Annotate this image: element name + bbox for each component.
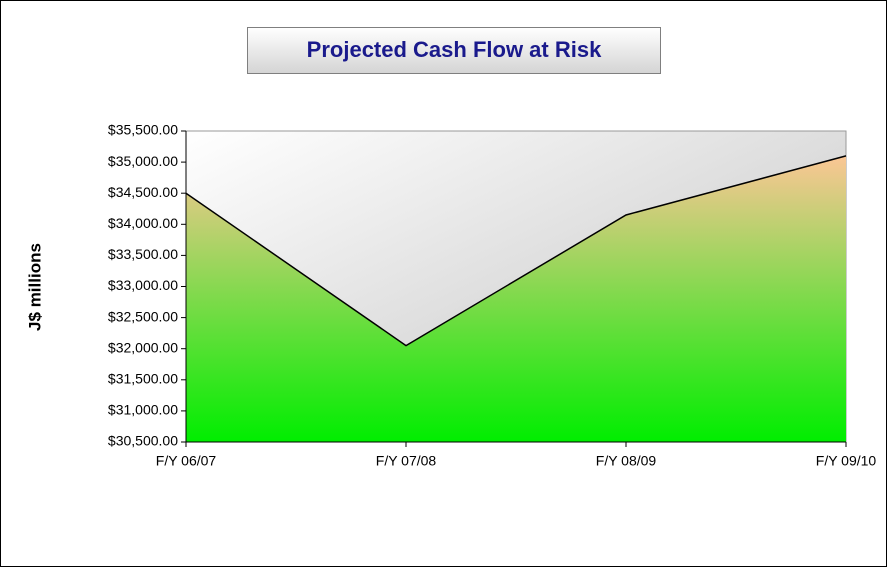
x-tick-label: F/Y 07/08 [376, 453, 437, 469]
y-tick-label: $34,000.00 [108, 215, 178, 231]
y-tick-label: $31,500.00 [108, 371, 178, 387]
title-box [247, 27, 661, 74]
y-tick-label: $33,500.00 [108, 246, 178, 262]
y-tick-label: $32,000.00 [108, 339, 178, 355]
y-tick-label: $35,000.00 [108, 153, 178, 169]
area-line [185, 155, 847, 347]
y-tick-label: $31,000.00 [108, 402, 178, 418]
area [186, 155, 846, 442]
chart-title: Projected Cash Flow at Risk [307, 37, 602, 62]
x-tick-label: F/Y 08/09 [596, 453, 657, 469]
y-tick-label: $35,500.00 [108, 122, 178, 138]
y-axis-label: J$ millions [25, 243, 44, 331]
y-tick-label: $32,500.00 [108, 308, 178, 324]
y-tick-label: $34,500.00 [108, 184, 178, 200]
y-tick-label: $33,000.00 [108, 277, 178, 293]
y-tick-label: $30,500.00 [108, 433, 178, 449]
x-tick-label: F/Y 09/10 [816, 453, 877, 469]
x-tick-label: F/Y 06/07 [156, 453, 217, 469]
